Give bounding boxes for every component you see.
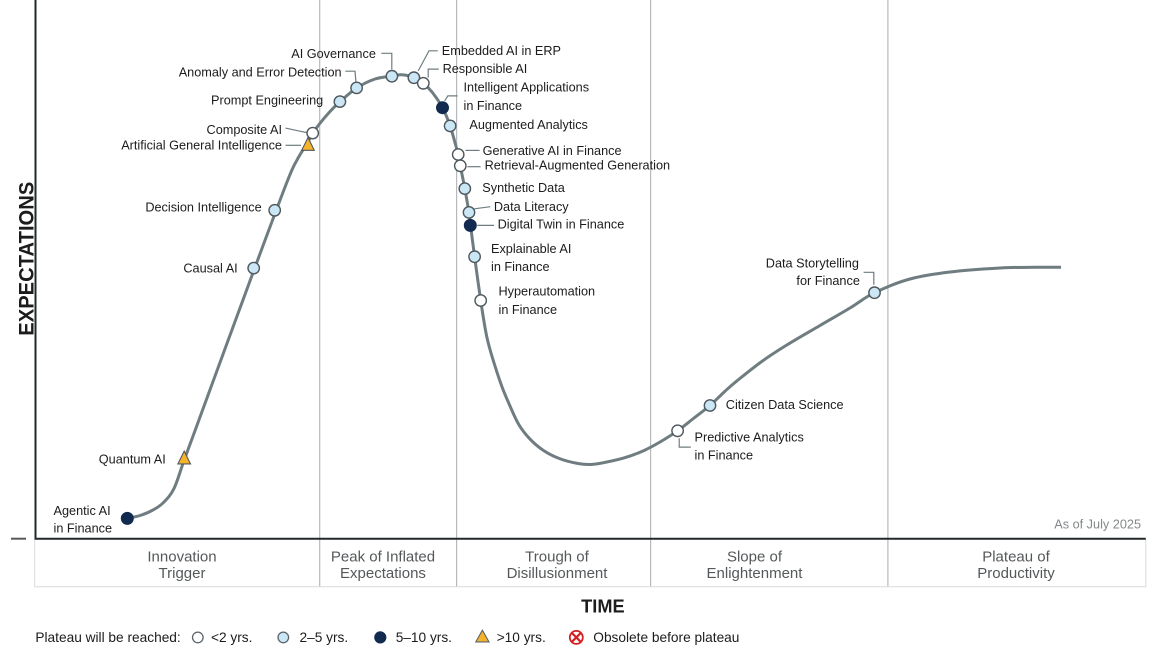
svg-text:Synthetic Data: Synthetic Data xyxy=(482,181,565,195)
svg-text:Innovation: Innovation xyxy=(147,548,216,565)
svg-text:Expectations: Expectations xyxy=(340,565,426,582)
svg-text:Retrieval-Augmented Generation: Retrieval-Augmented Generation xyxy=(485,159,670,173)
svg-text:Predictive Analytics: Predictive Analytics xyxy=(695,431,804,445)
svg-text:for Finance: for Finance xyxy=(796,274,859,288)
svg-text:Enlightenment: Enlightenment xyxy=(707,565,804,582)
svg-text:in Finance: in Finance xyxy=(54,522,113,536)
svg-text:Plateau will be reached:: Plateau will be reached: xyxy=(35,630,180,645)
svg-text:Intelligent Applications: Intelligent Applications xyxy=(464,81,590,95)
svg-text:AI Governance: AI Governance xyxy=(291,47,376,61)
svg-text:Causal AI: Causal AI xyxy=(183,261,237,275)
svg-text:Peak of Inflated: Peak of Inflated xyxy=(331,548,435,565)
svg-text:Citizen Data Science: Citizen Data Science xyxy=(726,398,844,412)
svg-text:Productivity: Productivity xyxy=(977,565,1055,582)
svg-text:Slope of: Slope of xyxy=(727,548,783,565)
svg-text:EXPECTATIONS: EXPECTATIONS xyxy=(16,182,39,336)
svg-text:Prompt Engineering: Prompt Engineering xyxy=(211,94,323,108)
svg-text:5–10 yrs.: 5–10 yrs. xyxy=(396,630,452,645)
svg-text:Responsible AI: Responsible AI xyxy=(443,62,528,76)
svg-text:in Finance: in Finance xyxy=(464,99,523,113)
svg-text:Digital Twin in Finance: Digital Twin in Finance xyxy=(498,217,625,231)
svg-text:<2 yrs.: <2 yrs. xyxy=(211,630,252,645)
svg-text:in Finance: in Finance xyxy=(695,448,754,462)
svg-text:Composite AI: Composite AI xyxy=(207,123,282,137)
svg-text:Embedded AI in ERP: Embedded AI in ERP xyxy=(442,44,561,58)
svg-text:Quantum AI: Quantum AI xyxy=(99,452,166,466)
svg-text:TIME: TIME xyxy=(581,597,624,617)
svg-text:Obsolete before plateau: Obsolete before plateau xyxy=(593,630,739,645)
svg-text:Hyperautomation: Hyperautomation xyxy=(499,285,596,299)
svg-text:Anomaly and Error Detection: Anomaly and Error Detection xyxy=(179,65,342,79)
svg-text:Generative AI in Finance: Generative AI in Finance xyxy=(483,144,622,158)
svg-text:Trigger: Trigger xyxy=(159,565,206,582)
svg-text:2–5 yrs.: 2–5 yrs. xyxy=(300,630,349,645)
svg-text:Artificial General Intelligenc: Artificial General Intelligence xyxy=(121,138,282,152)
svg-text:Data Storytelling: Data Storytelling xyxy=(766,256,859,270)
svg-text:Trough of: Trough of xyxy=(525,548,589,565)
svg-text:Disillusionment: Disillusionment xyxy=(507,565,609,582)
svg-text:Data Literacy: Data Literacy xyxy=(494,200,569,214)
svg-text:Plateau of: Plateau of xyxy=(982,548,1050,565)
svg-text:>10 yrs.: >10 yrs. xyxy=(497,630,546,645)
svg-text:Augmented Analytics: Augmented Analytics xyxy=(469,118,588,132)
svg-text:Explainable AI: Explainable AI xyxy=(491,242,571,256)
svg-text:Decision Intelligence: Decision Intelligence xyxy=(145,201,261,215)
svg-text:in Finance: in Finance xyxy=(499,303,558,317)
svg-text:in Finance: in Finance xyxy=(491,260,550,274)
svg-text:As of July 2025: As of July 2025 xyxy=(1054,518,1141,532)
svg-text:Agentic AI: Agentic AI xyxy=(54,504,111,518)
